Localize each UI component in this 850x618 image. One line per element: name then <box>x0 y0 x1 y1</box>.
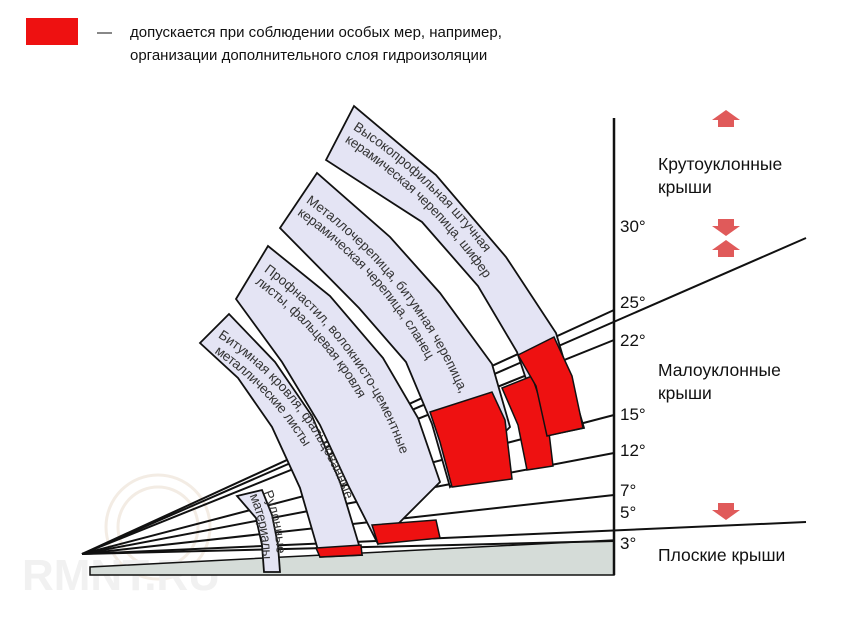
angle-label-25: 25° <box>620 293 646 312</box>
legend-dash: — <box>97 24 112 41</box>
angle-label-12: 12° <box>620 441 646 460</box>
arrow-down-30-icon <box>712 219 740 236</box>
angle-label-22: 22° <box>620 331 646 350</box>
legend-line-2: организации дополнительного слоя гидроиз… <box>130 47 487 64</box>
zone-labels: Крутоуклонные крыши Малоуклонные крыши П… <box>658 154 785 565</box>
red-bitumen <box>314 544 363 558</box>
angle-label-15: 15° <box>620 405 646 424</box>
angle-label-30: 30° <box>620 217 646 236</box>
band-rolled <box>235 488 281 573</box>
boundary-arrows <box>712 110 740 520</box>
ray-5 <box>81 521 807 555</box>
angle-labels: 30° 25° 22° 15° 12° 7° 5° 3° <box>620 217 646 553</box>
legend: — допускается при соблюдении особых мер,… <box>26 18 502 64</box>
zone-low-line-2: крыши <box>658 383 712 403</box>
zone-steep-line-1: Крутоуклонные <box>658 154 782 174</box>
arrow-down-5-icon <box>712 503 740 520</box>
red-metal-tile <box>429 391 513 488</box>
legend-line-1: допускается при соблюдении особых мер, н… <box>130 24 502 41</box>
band-profnastil <box>234 244 442 546</box>
special-measures-segments <box>314 335 584 558</box>
zone-low-line-1: Малоуклонные <box>658 360 781 380</box>
legend-red-swatch <box>26 18 78 45</box>
angle-label-3: 3° <box>620 534 636 553</box>
arrow-up-steep-icon <box>712 110 740 127</box>
red-profnastil <box>371 519 441 545</box>
angle-label-5: 5° <box>620 503 636 522</box>
red-high-profile-b <box>516 335 584 437</box>
zone-flat: Плоские крыши <box>658 545 785 565</box>
ray-12 <box>81 452 615 555</box>
arrow-up-30-icon <box>712 240 740 257</box>
angle-label-7: 7° <box>620 481 636 500</box>
zone-steep-line-2: крыши <box>658 177 712 197</box>
